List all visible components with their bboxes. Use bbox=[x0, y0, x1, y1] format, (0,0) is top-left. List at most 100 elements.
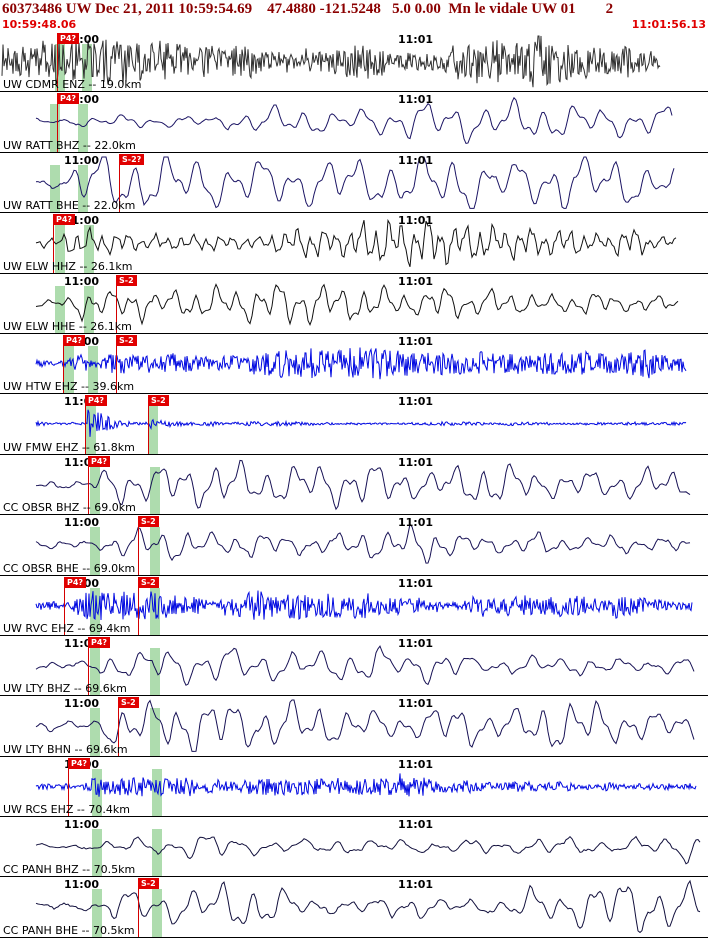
trace-area: 11:00 11:01 P4? UW CDMR ENZ -- 19.0km 11:00 1… bbox=[0, 32, 708, 938]
waveform[interactable] bbox=[0, 394, 708, 453]
waveform[interactable] bbox=[0, 817, 708, 876]
time-tick-label: 11:00 bbox=[64, 153, 100, 167]
pick-flag[interactable]: P4? bbox=[53, 214, 76, 226]
phase-window-band bbox=[90, 527, 100, 575]
time-tick-label: 11:01 bbox=[398, 576, 434, 590]
pick-flag[interactable]: P4? bbox=[68, 757, 91, 769]
pick-flag[interactable]: P4? bbox=[57, 93, 80, 105]
pick-flag[interactable]: S-2 bbox=[138, 516, 159, 528]
phase-window-band bbox=[55, 285, 65, 333]
phase-window-band bbox=[50, 164, 60, 213]
trace-row[interactable]: 11:00 11:01 S-2 UW LTY BHN -- 69.6km bbox=[0, 696, 708, 757]
pick-line bbox=[148, 405, 149, 454]
time-tick-label: 11:00 bbox=[64, 818, 100, 832]
trace-row[interactable]: 11:00 11:01 S-2 UW ELW HHE -- 26.1km bbox=[0, 273, 708, 334]
trace-row[interactable]: 11:00 11:01 S-2? UW RATT BHE -- 22.0km bbox=[0, 152, 708, 214]
pick-flag[interactable]: S-2 bbox=[138, 576, 159, 588]
pick-flag[interactable]: P4? bbox=[88, 455, 111, 467]
trace-row[interactable]: 11:00 11:01 P4? UW RATT BHZ -- 22.0km bbox=[0, 92, 708, 153]
trace-row[interactable]: 11:00 11:01 P4? UW LTY BHZ -- 69.6km bbox=[0, 635, 708, 697]
waveform[interactable] bbox=[0, 877, 708, 936]
pick-line bbox=[88, 646, 89, 696]
trace-row[interactable]: 11:00 11:01 S-2 CC OBSR BHE -- 69.0km bbox=[0, 515, 708, 576]
pick-line bbox=[118, 707, 119, 756]
pick-flag[interactable]: S-2 bbox=[148, 395, 169, 407]
phase-window-band bbox=[78, 104, 88, 152]
pick-flag[interactable]: S-2 bbox=[116, 274, 137, 286]
pick-line bbox=[88, 465, 89, 515]
waveform[interactable] bbox=[0, 636, 708, 695]
pick-flag[interactable]: P4? bbox=[88, 636, 111, 648]
time-tick-label: 11:01 bbox=[398, 455, 434, 469]
pick-flag[interactable]: S-2? bbox=[119, 153, 145, 165]
pick-flag[interactable]: S-2 bbox=[138, 878, 159, 890]
trace-label: UW RATT BHE -- 22.0km bbox=[3, 199, 136, 213]
waveform[interactable] bbox=[0, 213, 708, 272]
time-tick-label: 11:01 bbox=[398, 93, 434, 107]
waveform[interactable] bbox=[0, 515, 708, 574]
pick-line bbox=[63, 344, 64, 394]
waveform[interactable] bbox=[0, 455, 708, 514]
phase-window-band bbox=[90, 466, 100, 515]
trace-row[interactable]: 11:00 11:01 P4? UW CDMR ENZ -- 19.0km bbox=[0, 32, 708, 93]
time-tick-label: 11:01 bbox=[398, 636, 434, 650]
phase-window-band bbox=[88, 345, 98, 394]
waveform[interactable] bbox=[0, 274, 708, 333]
phase-window-band bbox=[82, 44, 92, 92]
trace-label: UW LTY BHZ -- 69.6km bbox=[3, 682, 127, 696]
window-end-time: 11:01:56.13 bbox=[631, 18, 706, 31]
pick-line bbox=[116, 344, 117, 394]
waveform[interactable] bbox=[0, 32, 708, 91]
time-tick-label: 11:01 bbox=[398, 274, 434, 288]
pick-flag[interactable]: P4? bbox=[64, 576, 87, 588]
pick-flag[interactable]: P4? bbox=[63, 334, 86, 346]
phase-window-band bbox=[150, 587, 160, 635]
phase-window-band bbox=[152, 889, 162, 937]
pick-flag[interactable]: S-2 bbox=[116, 334, 137, 346]
waveform[interactable] bbox=[0, 576, 708, 635]
pick-flag[interactable]: S-2 bbox=[118, 697, 139, 709]
time-range-bar: 10:59:48.06 11:01:56.13 bbox=[0, 18, 708, 32]
waveform[interactable] bbox=[0, 757, 708, 816]
pick-line bbox=[64, 586, 65, 635]
trace-row[interactable]: 11:00 11:01 P4? CC OBSR BHZ -- 69.0km bbox=[0, 454, 708, 516]
trace-row[interactable]: 11:00 11:01 S-2 CC PANH BHE -- 70.5km bbox=[0, 877, 708, 938]
time-tick-label: 11:01 bbox=[398, 153, 434, 167]
trace-label: UW HTW EHZ -- 39.6km bbox=[3, 380, 135, 394]
time-tick-label: 11:00 bbox=[64, 697, 100, 711]
phase-window-band bbox=[78, 164, 88, 213]
phase-window-band bbox=[90, 708, 100, 756]
phase-window-band bbox=[55, 225, 65, 273]
waveform[interactable] bbox=[0, 696, 708, 755]
trace-label: UW ELW HHE -- 26.1km bbox=[3, 319, 132, 333]
trace-label: CC OBSR BHE -- 69.0km bbox=[3, 561, 136, 575]
trace-label: UW RVC EHZ -- 69.4km bbox=[3, 621, 131, 635]
pick-line bbox=[138, 888, 139, 937]
time-tick-label: 11:00 bbox=[64, 516, 100, 530]
waveform[interactable] bbox=[0, 92, 708, 151]
waveform[interactable] bbox=[0, 334, 708, 393]
pick-line bbox=[53, 224, 54, 273]
trace-label: CC OBSR BHZ -- 69.0km bbox=[3, 501, 136, 515]
time-tick-label: 11:01 bbox=[398, 214, 434, 228]
trace-row[interactable]: 11:00 11:01 CC PANH BHZ -- 70.5km bbox=[0, 817, 708, 878]
pick-line bbox=[68, 767, 69, 817]
pick-flag[interactable]: P4? bbox=[85, 395, 108, 407]
phase-window-band bbox=[64, 345, 74, 394]
trace-label: UW FMW EHZ -- 61.8km bbox=[3, 440, 135, 454]
trace-label: CC PANH BHZ -- 70.5km bbox=[3, 863, 136, 877]
trace-row[interactable]: 11:00 11:01 P4? UW ELW HHZ -- 26.1km bbox=[0, 213, 708, 274]
trace-label: UW RATT BHZ -- 22.0km bbox=[3, 138, 136, 152]
time-tick-label: 11:01 bbox=[398, 33, 434, 46]
phase-window-band bbox=[150, 708, 160, 756]
trace-label: UW ELW HHZ -- 26.1km bbox=[3, 259, 133, 273]
pick-flag[interactable]: P4? bbox=[57, 33, 80, 44]
pick-line bbox=[138, 526, 139, 575]
trace-row[interactable]: 11:00 11:01 P4? S-2 UW FMW EHZ -- 61.8km bbox=[0, 394, 708, 455]
waveform[interactable] bbox=[0, 153, 708, 212]
time-tick-label: 11:01 bbox=[398, 395, 434, 409]
time-tick-label: 11:01 bbox=[398, 697, 434, 711]
